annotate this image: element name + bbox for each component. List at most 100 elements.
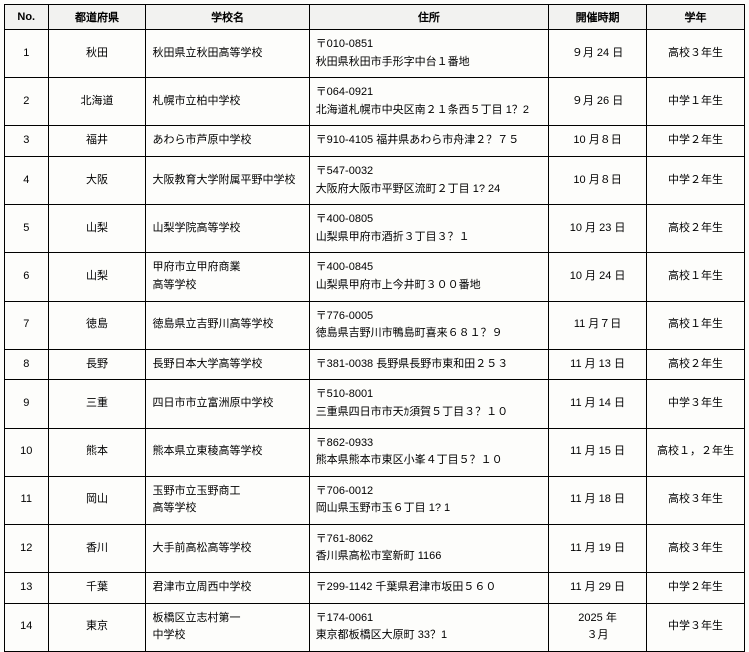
col-grade: 学年	[647, 5, 745, 30]
cell-no: 8	[5, 349, 49, 380]
cell-grade: 中学１年生	[647, 78, 745, 126]
cell-addr: 〒706-0012岡山県玉野市玉６丁目 1? 1	[309, 476, 548, 524]
cell-pref: 東京	[48, 603, 146, 651]
cell-addr: 〒400-0845山梨県甲府市上今井町３００番地	[309, 253, 548, 301]
cell-grade: 高校１，２年生	[647, 428, 745, 476]
cell-grade: 中学３年生	[647, 603, 745, 651]
cell-school: 徳島県立吉野川高等学校	[146, 301, 309, 349]
cell-no: 4	[5, 156, 49, 204]
cell-school: 四日市市立富洲原中学校	[146, 380, 309, 428]
cell-grade: 高校２年生	[647, 349, 745, 380]
cell-pref: 千葉	[48, 573, 146, 604]
cell-grade: 高校３年生	[647, 30, 745, 78]
table-row: 3福井あわら市芦原中学校〒910-4105 福井県あわら市舟津２？７５10 月８…	[5, 126, 745, 157]
cell-date: 11 月 29 日	[549, 573, 647, 604]
cell-addr: 〒776-0005徳島県吉野川市鴨島町喜来６８１？９	[309, 301, 548, 349]
table-row: 11岡山玉野市立玉野商工高等学校〒706-0012岡山県玉野市玉６丁目 1? 1…	[5, 476, 745, 524]
cell-addr: 〒299-1142 千葉県君津市坂田５６０	[309, 573, 548, 604]
cell-grade: 中学２年生	[647, 156, 745, 204]
cell-school: 長野日本大学高等学校	[146, 349, 309, 380]
col-school: 学校名	[146, 5, 309, 30]
table-row: 10熊本熊本県立東稜高等学校〒862-0933熊本県熊本市東区小峯４丁目５？１０…	[5, 428, 745, 476]
table-row: 8長野長野日本大学高等学校〒381-0038 長野県長野市東和田２５３11 月 …	[5, 349, 745, 380]
cell-school: 札幌市立柏中学校	[146, 78, 309, 126]
cell-date: 10 月 24 日	[549, 253, 647, 301]
cell-grade: 中学２年生	[647, 573, 745, 604]
cell-no: 3	[5, 126, 49, 157]
cell-no: 7	[5, 301, 49, 349]
table-row: 5山梨山梨学院高等学校〒400-0805山梨県甲府市酒折３丁目３？１10 月 2…	[5, 205, 745, 253]
cell-grade: 中学３年生	[647, 380, 745, 428]
cell-addr: 〒381-0038 長野県長野市東和田２５３	[309, 349, 548, 380]
table-row: 7徳島徳島県立吉野川高等学校〒776-0005徳島県吉野川市鴨島町喜来６８１？９…	[5, 301, 745, 349]
school-table: No. 都道府県 学校名 住所 開催時期 学年 1秋田秋田県立秋田高等学校〒01…	[4, 4, 745, 652]
cell-addr: 〒010-0851秋田県秋田市手形字中台１番地	[309, 30, 548, 78]
cell-school: あわら市芦原中学校	[146, 126, 309, 157]
header-row: No. 都道府県 学校名 住所 開催時期 学年	[5, 5, 745, 30]
cell-grade: 中学２年生	[647, 126, 745, 157]
cell-addr: 〒761-8062香川県高松市室新町 1166	[309, 524, 548, 572]
table-row: 9三重四日市市立富洲原中学校〒510-8001三重県四日市市天ｶ須賀５丁目３？１…	[5, 380, 745, 428]
cell-pref: 徳島	[48, 301, 146, 349]
cell-school: 熊本県立東稜高等学校	[146, 428, 309, 476]
cell-school: 山梨学院高等学校	[146, 205, 309, 253]
cell-no: 6	[5, 253, 49, 301]
cell-no: 13	[5, 573, 49, 604]
cell-addr: 〒510-8001三重県四日市市天ｶ須賀５丁目３？１０	[309, 380, 548, 428]
cell-no: 1	[5, 30, 49, 78]
cell-school: 甲府市立甲府商業高等学校	[146, 253, 309, 301]
cell-addr: 〒174-0061東京都板橋区大原町 33？1	[309, 603, 548, 651]
cell-addr: 〒910-4105 福井県あわら市舟津２？７５	[309, 126, 548, 157]
cell-pref: 香川	[48, 524, 146, 572]
cell-date: 11 月 19 日	[549, 524, 647, 572]
cell-pref: 福井	[48, 126, 146, 157]
table-row: 2北海道札幌市立柏中学校〒064-0921北海道札幌市中央区南２１条西５丁目 1…	[5, 78, 745, 126]
cell-pref: 山梨	[48, 205, 146, 253]
cell-grade: 高校１年生	[647, 253, 745, 301]
cell-school: 君津市立周西中学校	[146, 573, 309, 604]
cell-grade: 高校１年生	[647, 301, 745, 349]
cell-school: 板橋区立志村第一中学校	[146, 603, 309, 651]
table-row: 1秋田秋田県立秋田高等学校〒010-0851秋田県秋田市手形字中台１番地９月 2…	[5, 30, 745, 78]
cell-no: 10	[5, 428, 49, 476]
cell-date: 11 月 15 日	[549, 428, 647, 476]
cell-no: 2	[5, 78, 49, 126]
cell-pref: 三重	[48, 380, 146, 428]
cell-no: 9	[5, 380, 49, 428]
col-date: 開催時期	[549, 5, 647, 30]
cell-addr: 〒400-0805山梨県甲府市酒折３丁目３？１	[309, 205, 548, 253]
col-pref: 都道府県	[48, 5, 146, 30]
table-body: 1秋田秋田県立秋田高等学校〒010-0851秋田県秋田市手形字中台１番地９月 2…	[5, 30, 745, 652]
cell-school: 大手前高松高等学校	[146, 524, 309, 572]
table-row: 14東京板橋区立志村第一中学校〒174-0061東京都板橋区大原町 33？120…	[5, 603, 745, 651]
cell-date: ９月 24 日	[549, 30, 647, 78]
cell-grade: 高校３年生	[647, 476, 745, 524]
cell-date: 10 月８日	[549, 156, 647, 204]
cell-grade: 高校３年生	[647, 524, 745, 572]
cell-school: 大阪教育大学附属平野中学校	[146, 156, 309, 204]
cell-pref: 山梨	[48, 253, 146, 301]
cell-no: 11	[5, 476, 49, 524]
cell-school: 玉野市立玉野商工高等学校	[146, 476, 309, 524]
cell-date: 10 月 23 日	[549, 205, 647, 253]
cell-grade: 高校２年生	[647, 205, 745, 253]
cell-date: 11 月 13 日	[549, 349, 647, 380]
table-row: 12香川大手前高松高等学校〒761-8062香川県高松市室新町 116611 月…	[5, 524, 745, 572]
cell-date: 10 月８日	[549, 126, 647, 157]
cell-no: 12	[5, 524, 49, 572]
cell-no: 5	[5, 205, 49, 253]
cell-date: 2025 年３月	[549, 603, 647, 651]
cell-date: 11 月 18 日	[549, 476, 647, 524]
cell-date: 11 月 14 日	[549, 380, 647, 428]
cell-date: 11 月７日	[549, 301, 647, 349]
cell-pref: 秋田	[48, 30, 146, 78]
cell-no: 14	[5, 603, 49, 651]
cell-pref: 大阪	[48, 156, 146, 204]
cell-school: 秋田県立秋田高等学校	[146, 30, 309, 78]
table-row: 13千葉君津市立周西中学校〒299-1142 千葉県君津市坂田５６０11 月 2…	[5, 573, 745, 604]
col-no: No.	[5, 5, 49, 30]
cell-addr: 〒547-0032大阪府大阪市平野区流町２丁目 1? 24	[309, 156, 548, 204]
cell-pref: 熊本	[48, 428, 146, 476]
table-row: 4大阪大阪教育大学附属平野中学校〒547-0032大阪府大阪市平野区流町２丁目 …	[5, 156, 745, 204]
cell-pref: 岡山	[48, 476, 146, 524]
